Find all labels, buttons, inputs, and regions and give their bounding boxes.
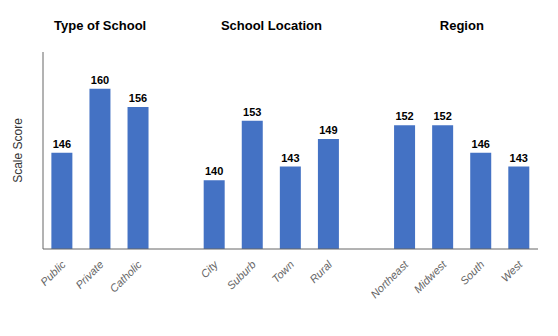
- svg-text:153: 153: [243, 106, 261, 118]
- svg-text:156: 156: [129, 92, 147, 104]
- svg-text:Northeast: Northeast: [368, 258, 411, 301]
- svg-text:City: City: [198, 257, 221, 280]
- svg-text:Midwest: Midwest: [411, 258, 449, 296]
- svg-text:143: 143: [281, 152, 299, 164]
- svg-text:Suburb: Suburb: [225, 258, 259, 292]
- html-text:Region: Region: [439, 18, 484, 33]
- svg-text:152: 152: [433, 110, 451, 122]
- html-text:School Location: School Location: [220, 18, 322, 33]
- svg-text:Public: Public: [38, 258, 68, 288]
- svg-text:160: 160: [91, 74, 109, 86]
- svg-text:146: 146: [53, 138, 71, 150]
- svg-text:Town: Town: [269, 258, 296, 285]
- svg-text:West: West: [499, 258, 526, 285]
- svg-text:Rural: Rural: [307, 258, 334, 285]
- svg-text:Scale Score: Scale Score: [11, 118, 25, 183]
- svg-text:143: 143: [510, 152, 528, 164]
- html-text:Type of School: Type of School: [54, 18, 147, 33]
- svg-text:Catholic: Catholic: [107, 258, 144, 295]
- svg-text:Private: Private: [73, 258, 106, 291]
- svg-text:146: 146: [472, 138, 490, 150]
- svg-text:South: South: [458, 258, 487, 287]
- svg-text:152: 152: [395, 110, 413, 122]
- svg-text:149: 149: [319, 124, 337, 136]
- svg-text:140: 140: [205, 165, 223, 177]
